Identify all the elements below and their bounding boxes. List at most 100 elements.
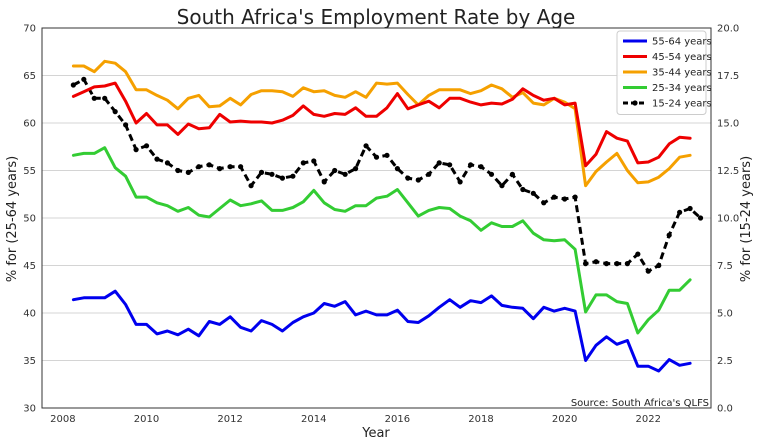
- x-tick-label: 2018: [468, 414, 493, 425]
- right-y-tick-label: 5.0: [717, 309, 733, 320]
- data-point: [478, 164, 484, 170]
- data-point: [687, 205, 693, 212]
- data-point: [384, 152, 390, 158]
- data-point: [593, 259, 599, 265]
- right-y-axis-label: % for (15-24 years): [739, 156, 754, 282]
- data-point: [279, 175, 286, 181]
- x-tick-label: 2014: [301, 414, 326, 425]
- legend-label: 35-44 years: [652, 68, 712, 79]
- data-point: [603, 261, 610, 267]
- data-point: [154, 156, 160, 162]
- right-y-tick-label: 2.5: [717, 356, 733, 367]
- data-point: [332, 167, 338, 174]
- data-point: [447, 162, 453, 168]
- legend-label: 55-64 years: [652, 37, 712, 48]
- data-point: [572, 194, 578, 200]
- data-point: [582, 261, 589, 267]
- legend-marker: [632, 100, 638, 106]
- right-y-tick-label: 20.0: [717, 24, 739, 35]
- series-line-35-44-years: [71, 59, 692, 188]
- data-point: [415, 177, 421, 183]
- data-point: [373, 154, 380, 160]
- data-point: [269, 171, 275, 177]
- left-y-tick-label: 70: [23, 24, 36, 35]
- data-point: [467, 162, 474, 168]
- legend-label: 15-24 years: [652, 99, 712, 110]
- right-y-tick-label: 17.5: [717, 71, 739, 82]
- data-point: [352, 166, 359, 172]
- right-y-tick-label: 12.5: [717, 166, 739, 177]
- data-point: [520, 186, 526, 193]
- data-point: [363, 143, 369, 149]
- x-tick-label: 2022: [636, 414, 661, 425]
- data-point: [614, 261, 620, 267]
- data-point: [656, 262, 662, 269]
- data-point: [206, 162, 212, 168]
- data-point: [133, 147, 139, 153]
- data-point: [562, 196, 568, 202]
- x-axis: 2008 2010 2012 2014 2016 2018 2020 2022: [50, 414, 661, 425]
- legend-box: [616, 30, 707, 115]
- data-point: [624, 261, 630, 267]
- data-point: [499, 183, 505, 189]
- data-point: [436, 160, 442, 166]
- data-point: [697, 215, 704, 221]
- data-point: [91, 95, 97, 101]
- data-point: [342, 171, 348, 177]
- data-point: [290, 173, 296, 179]
- left-y-axis: 30 35 40 45 50 55 60 65 70: [23, 24, 36, 415]
- left-y-tick-label: 50: [23, 214, 36, 225]
- x-tick-label: 2020: [552, 414, 577, 425]
- left-y-tick-label: 40: [23, 309, 36, 320]
- data-point: [677, 209, 683, 215]
- data-point: [509, 171, 515, 177]
- data-point: [551, 194, 557, 200]
- data-point: [238, 164, 244, 170]
- plot-frame: [41, 27, 712, 409]
- x-tick-label: 2008: [50, 414, 75, 425]
- data-point: [405, 175, 411, 181]
- data-point: [175, 167, 181, 174]
- series-lines: [70, 59, 704, 373]
- legend: 55-64 years 45-54 years 35-44 years 25-34 y…: [616, 30, 712, 115]
- legend-label: 45-54 years: [652, 52, 712, 63]
- data-point: [112, 109, 118, 115]
- data-point: [217, 166, 223, 172]
- x-tick-label: 2016: [385, 414, 410, 425]
- data-point: [248, 183, 254, 189]
- x-tick-label: 2010: [134, 414, 159, 425]
- series-line-55-64-years: [71, 289, 692, 373]
- data-point: [394, 166, 401, 172]
- left-y-tick-label: 55: [23, 166, 36, 177]
- left-y-tick-label: 35: [23, 356, 36, 367]
- data-point: [102, 95, 108, 101]
- right-y-axis: 0.0 2.5 5.0 7.5 10.0 12.5 15.0 17.5 20.0: [717, 24, 739, 415]
- data-point: [164, 160, 171, 166]
- series-line-25-34-years: [71, 146, 692, 335]
- left-y-tick-label: 45: [23, 261, 36, 272]
- chart-title: South Africa's Employment Rate by Age: [177, 5, 576, 29]
- left-y-tick-label: 65: [23, 71, 36, 82]
- data-point: [311, 158, 317, 164]
- data-point: [123, 122, 129, 128]
- data-point: [426, 171, 432, 177]
- source-note: Source: South Africa's QLFS: [571, 398, 709, 409]
- plot-border: [41, 27, 712, 409]
- data-point: [81, 76, 87, 82]
- left-y-tick-label: 30: [23, 404, 36, 415]
- data-point: [530, 190, 536, 196]
- data-point: [457, 179, 463, 185]
- data-point: [321, 179, 327, 185]
- data-point: [645, 268, 651, 274]
- series-line-45-54-years: [71, 81, 692, 168]
- data-point: [258, 169, 265, 175]
- left-y-tick-label: 60: [23, 119, 36, 130]
- x-axis-label: Year: [361, 426, 390, 441]
- right-y-tick-label: 15.0: [717, 119, 739, 130]
- right-y-tick-label: 7.5: [717, 261, 733, 272]
- data-point: [541, 200, 547, 206]
- data-point: [635, 251, 641, 257]
- legend-label: 25-34 years: [652, 83, 712, 94]
- data-point: [300, 160, 306, 166]
